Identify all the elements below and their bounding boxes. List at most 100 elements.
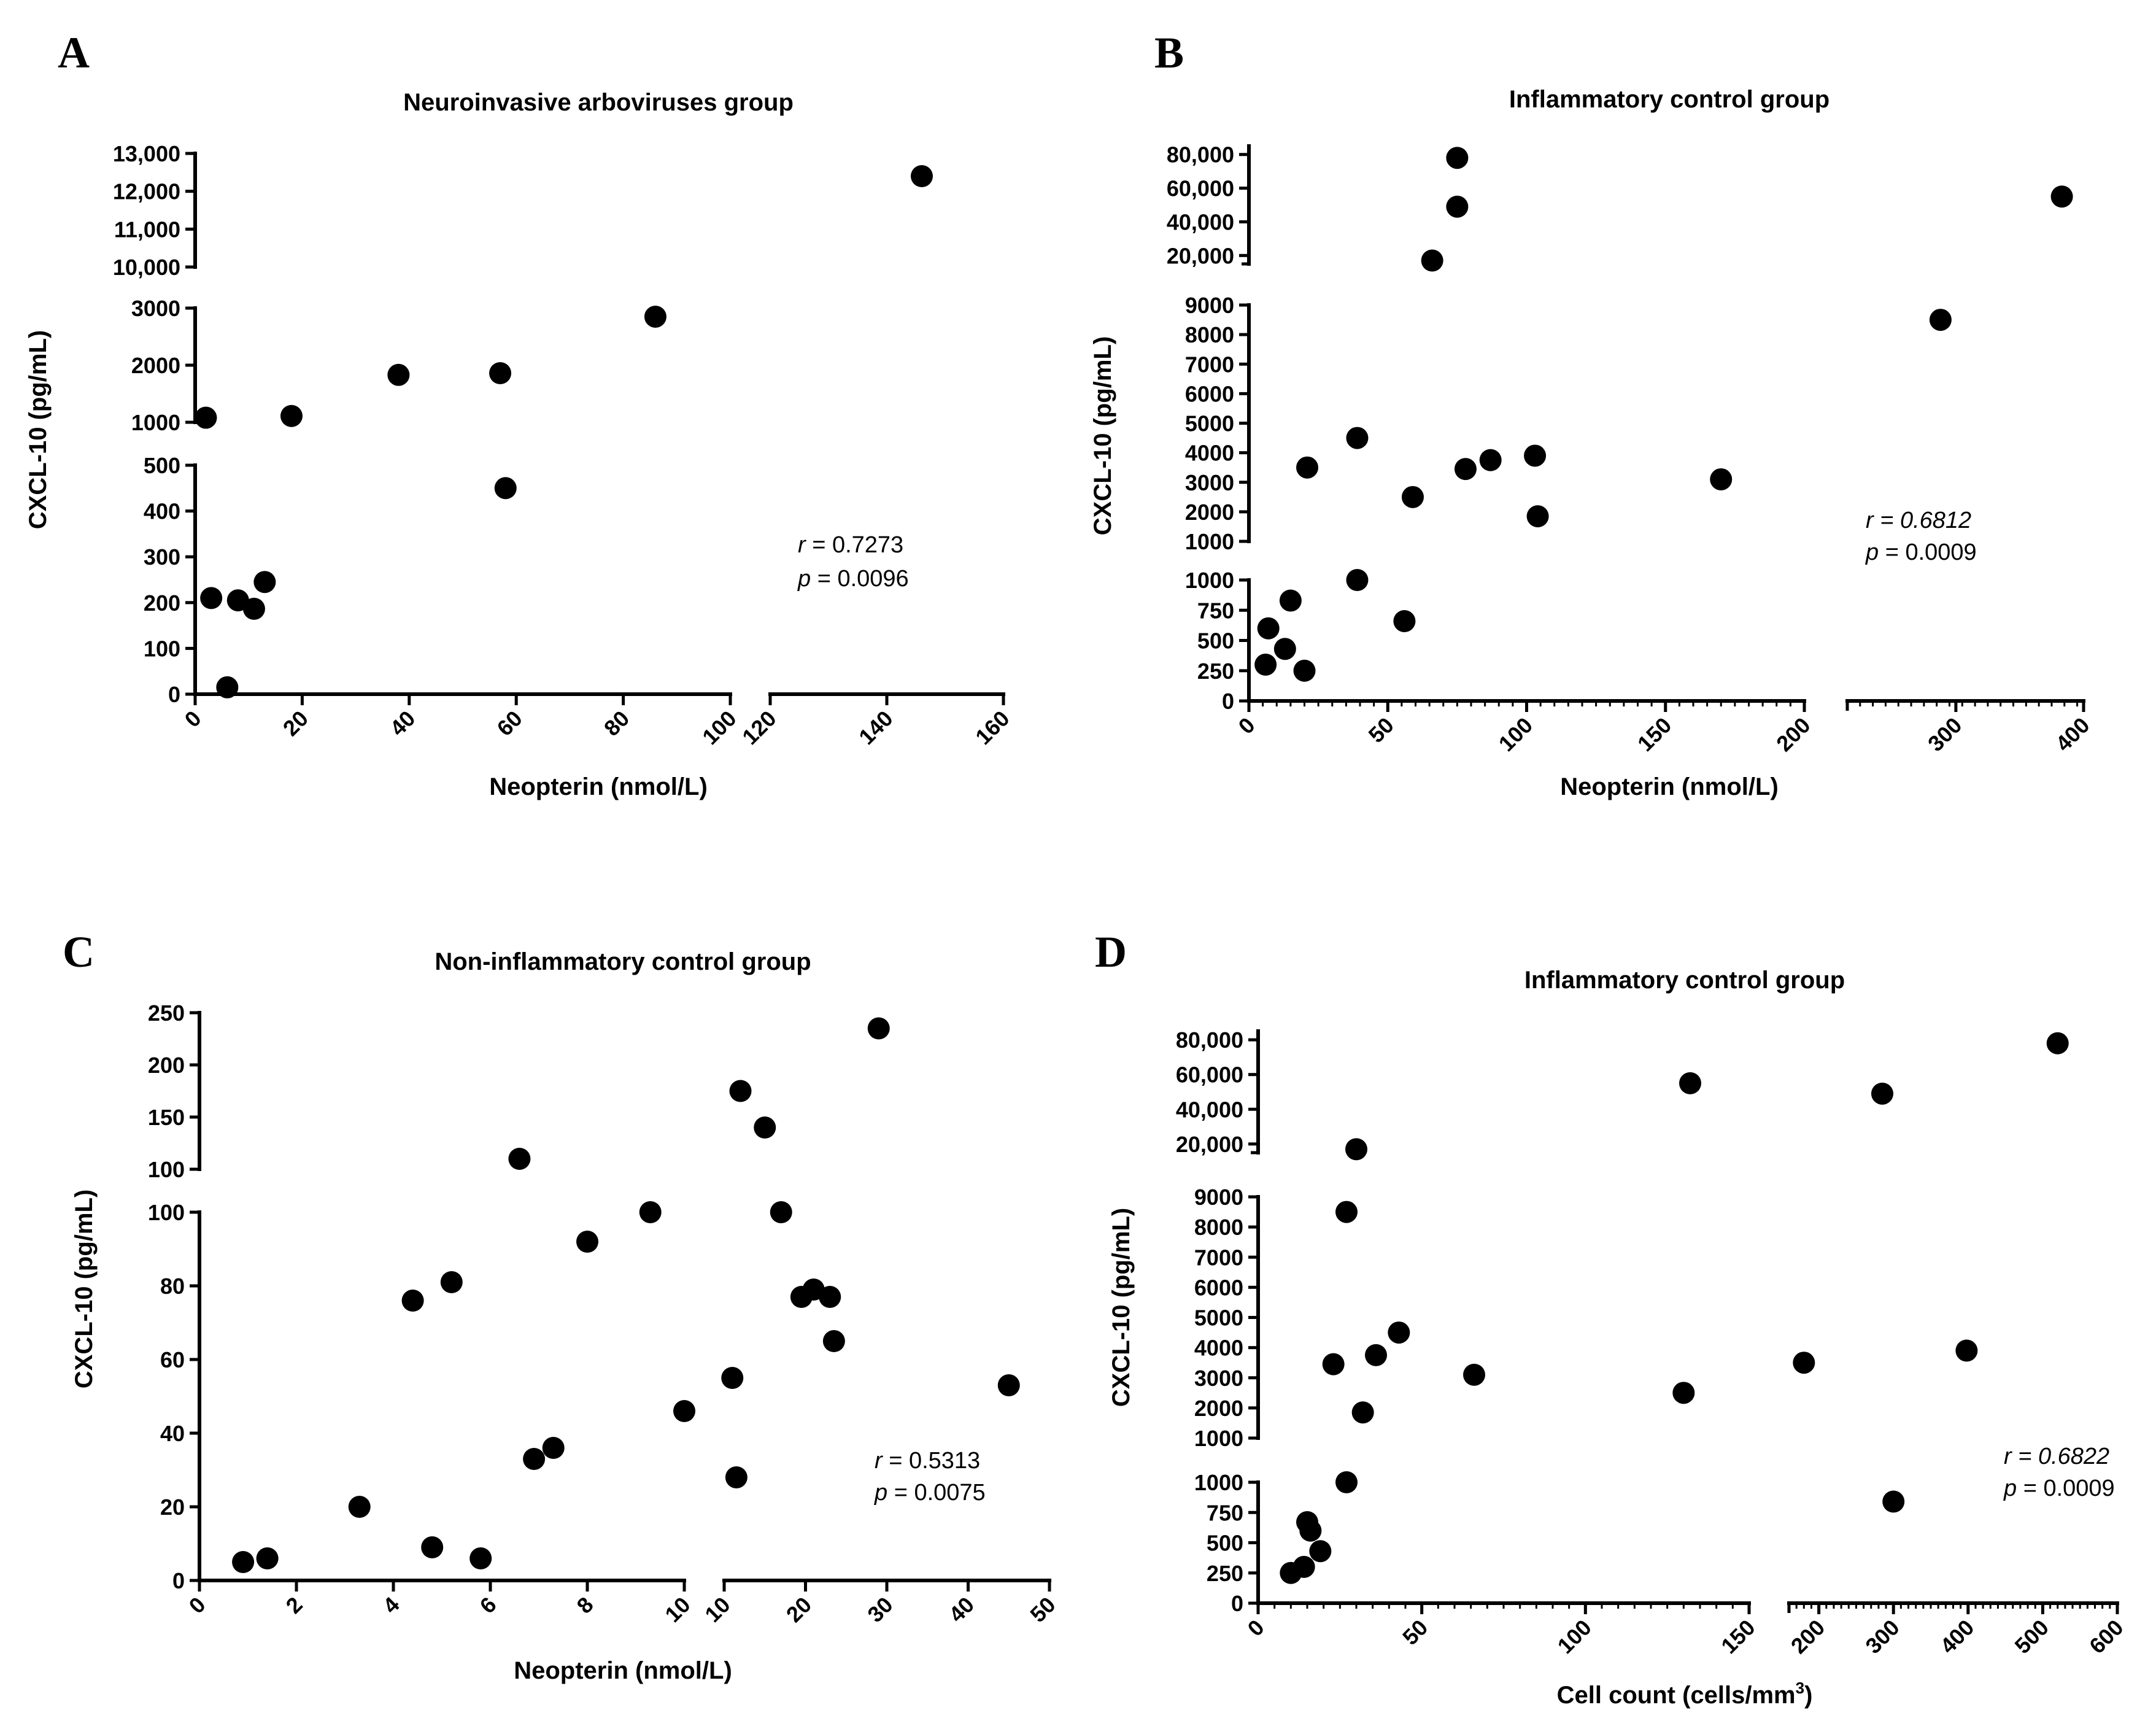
data-point <box>1463 1363 1485 1386</box>
data-point <box>216 676 239 698</box>
data-point <box>1955 1339 1978 1362</box>
x-tick-label: 100 <box>697 706 741 749</box>
x-tick-label: 100 <box>1494 713 1537 756</box>
data-point <box>1299 1519 1322 1542</box>
y-tick-label: 500 <box>1207 1531 1243 1556</box>
panel-b: B Inflammatory control group CXCL-10 (pg/m… <box>1089 28 2095 800</box>
data-point <box>508 1148 531 1170</box>
y-tick-label: 1000 <box>1185 529 1234 554</box>
data-point <box>1322 1353 1345 1375</box>
y-tick-label: 1000 <box>131 410 180 435</box>
data-point <box>195 406 217 429</box>
r-value-text: r = 0.6822 <box>2004 1444 2109 1469</box>
y-tick-label: 60,000 <box>1176 1062 1243 1088</box>
y-tick-label: 13,000 <box>113 141 180 166</box>
y-tick-label: 250 <box>1197 659 1234 684</box>
data-point <box>1446 195 1469 218</box>
y-tick-label: 2000 <box>1194 1396 1243 1421</box>
x-tick-label: 2 <box>281 1592 307 1619</box>
p-value-text: p = 0.0096 <box>797 566 909 592</box>
y-tick-label: 100 <box>148 1200 185 1225</box>
data-point <box>754 1116 776 1139</box>
data-point <box>819 1286 841 1308</box>
x-tick-label: 400 <box>1935 1615 1979 1658</box>
data-point <box>542 1437 565 1459</box>
data-point <box>1335 1471 1358 1493</box>
x-tick-label: 400 <box>2050 713 2094 756</box>
y-tick-label: 1000 <box>1194 1426 1243 1451</box>
x-tick-label: 20 <box>278 706 313 741</box>
x-tick-label: 100 <box>1553 1615 1596 1658</box>
x-tick-label: 160 <box>970 706 1014 749</box>
y-tick-label: 9000 <box>1185 293 1234 318</box>
y-tick-label: 500 <box>1197 629 1234 654</box>
chart-title: Inflammatory control group <box>1524 967 1845 994</box>
panel-letter: A <box>58 28 90 77</box>
y-tick-label: 100 <box>144 636 180 661</box>
x-tick-label: 50 <box>1397 1615 1432 1650</box>
data-point <box>1351 1401 1374 1424</box>
data-point <box>489 362 512 385</box>
data-point <box>280 404 303 427</box>
y-tick-label: 40 <box>160 1421 185 1446</box>
y-tick-label: 12,000 <box>113 179 180 204</box>
y-tick-label: 3000 <box>131 296 180 321</box>
r-value-text: r = 0.6812 <box>1866 508 1971 533</box>
data-point <box>822 1330 845 1352</box>
data-point <box>1257 617 1280 640</box>
x-tick-label: 200 <box>1786 1615 1830 1658</box>
y-tick-label: 6000 <box>1185 381 1234 406</box>
y-tick-label: 11,000 <box>114 217 180 242</box>
data-point <box>1929 309 1952 331</box>
x-tick-label: 10 <box>700 1592 735 1627</box>
y-tick-label: 5000 <box>1185 411 1234 436</box>
panel-a: A Neuroinvasive arboviruses group CXCL-10 … <box>25 28 1014 800</box>
y-axis-label: CXCL-10 (pg/mL) <box>71 1189 98 1388</box>
x-tick-label: 20 <box>781 1592 816 1627</box>
x-tick-label: 150 <box>1632 713 1676 756</box>
x-tick-label: 300 <box>1860 1615 1904 1658</box>
data-point <box>770 1201 792 1223</box>
data-point <box>725 1466 748 1488</box>
y-tick-label: 250 <box>148 1000 185 1026</box>
data-point <box>1679 1072 1701 1094</box>
y-tick-label: 9000 <box>1194 1185 1243 1210</box>
x-axis-label: Neopterin (nmol/L) <box>489 773 708 800</box>
y-tick-label: 60 <box>160 1347 185 1372</box>
data-point <box>1254 653 1277 676</box>
data-point <box>1365 1344 1387 1366</box>
y-tick-label: 400 <box>144 499 180 524</box>
chart-title: Non-inflammatory control group <box>435 948 811 975</box>
data-point <box>1479 449 1502 471</box>
x-tick-label: 6 <box>475 1592 501 1619</box>
data-point <box>721 1367 744 1389</box>
data-point <box>1524 444 1547 467</box>
y-tick-label: 750 <box>1207 1500 1243 1525</box>
x-axis-label: Neopterin (nmol/L) <box>1560 773 1779 800</box>
x-tick-label: 80 <box>599 706 634 741</box>
data-point <box>673 1400 695 1422</box>
data-point <box>1421 249 1443 272</box>
data-point <box>1526 505 1549 528</box>
y-tick-label: 8000 <box>1185 322 1234 347</box>
data-point <box>523 1448 546 1470</box>
x-tick-label: 200 <box>1771 713 1815 756</box>
data-point <box>1793 1352 1815 1374</box>
chart-title: Inflammatory control group <box>1509 86 1830 113</box>
data-point <box>1454 458 1477 481</box>
data-point <box>1309 1540 1332 1563</box>
panel-letter: C <box>63 927 95 977</box>
data-point <box>421 1536 444 1558</box>
data-point <box>2046 1032 2069 1054</box>
y-tick-label: 80,000 <box>1176 1027 1243 1053</box>
y-tick-label: 0 <box>172 1568 185 1593</box>
data-point <box>1346 569 1369 591</box>
data-point <box>1401 485 1424 508</box>
data-point <box>997 1374 1020 1396</box>
x-tick-label: 40 <box>385 706 420 741</box>
x-tick-label: 150 <box>1716 1615 1760 1658</box>
y-tick-label: 60,000 <box>1167 176 1234 201</box>
y-axis-label: CXCL-10 (pg/mL) <box>1108 1208 1135 1407</box>
y-tick-label: 7000 <box>1194 1245 1243 1270</box>
